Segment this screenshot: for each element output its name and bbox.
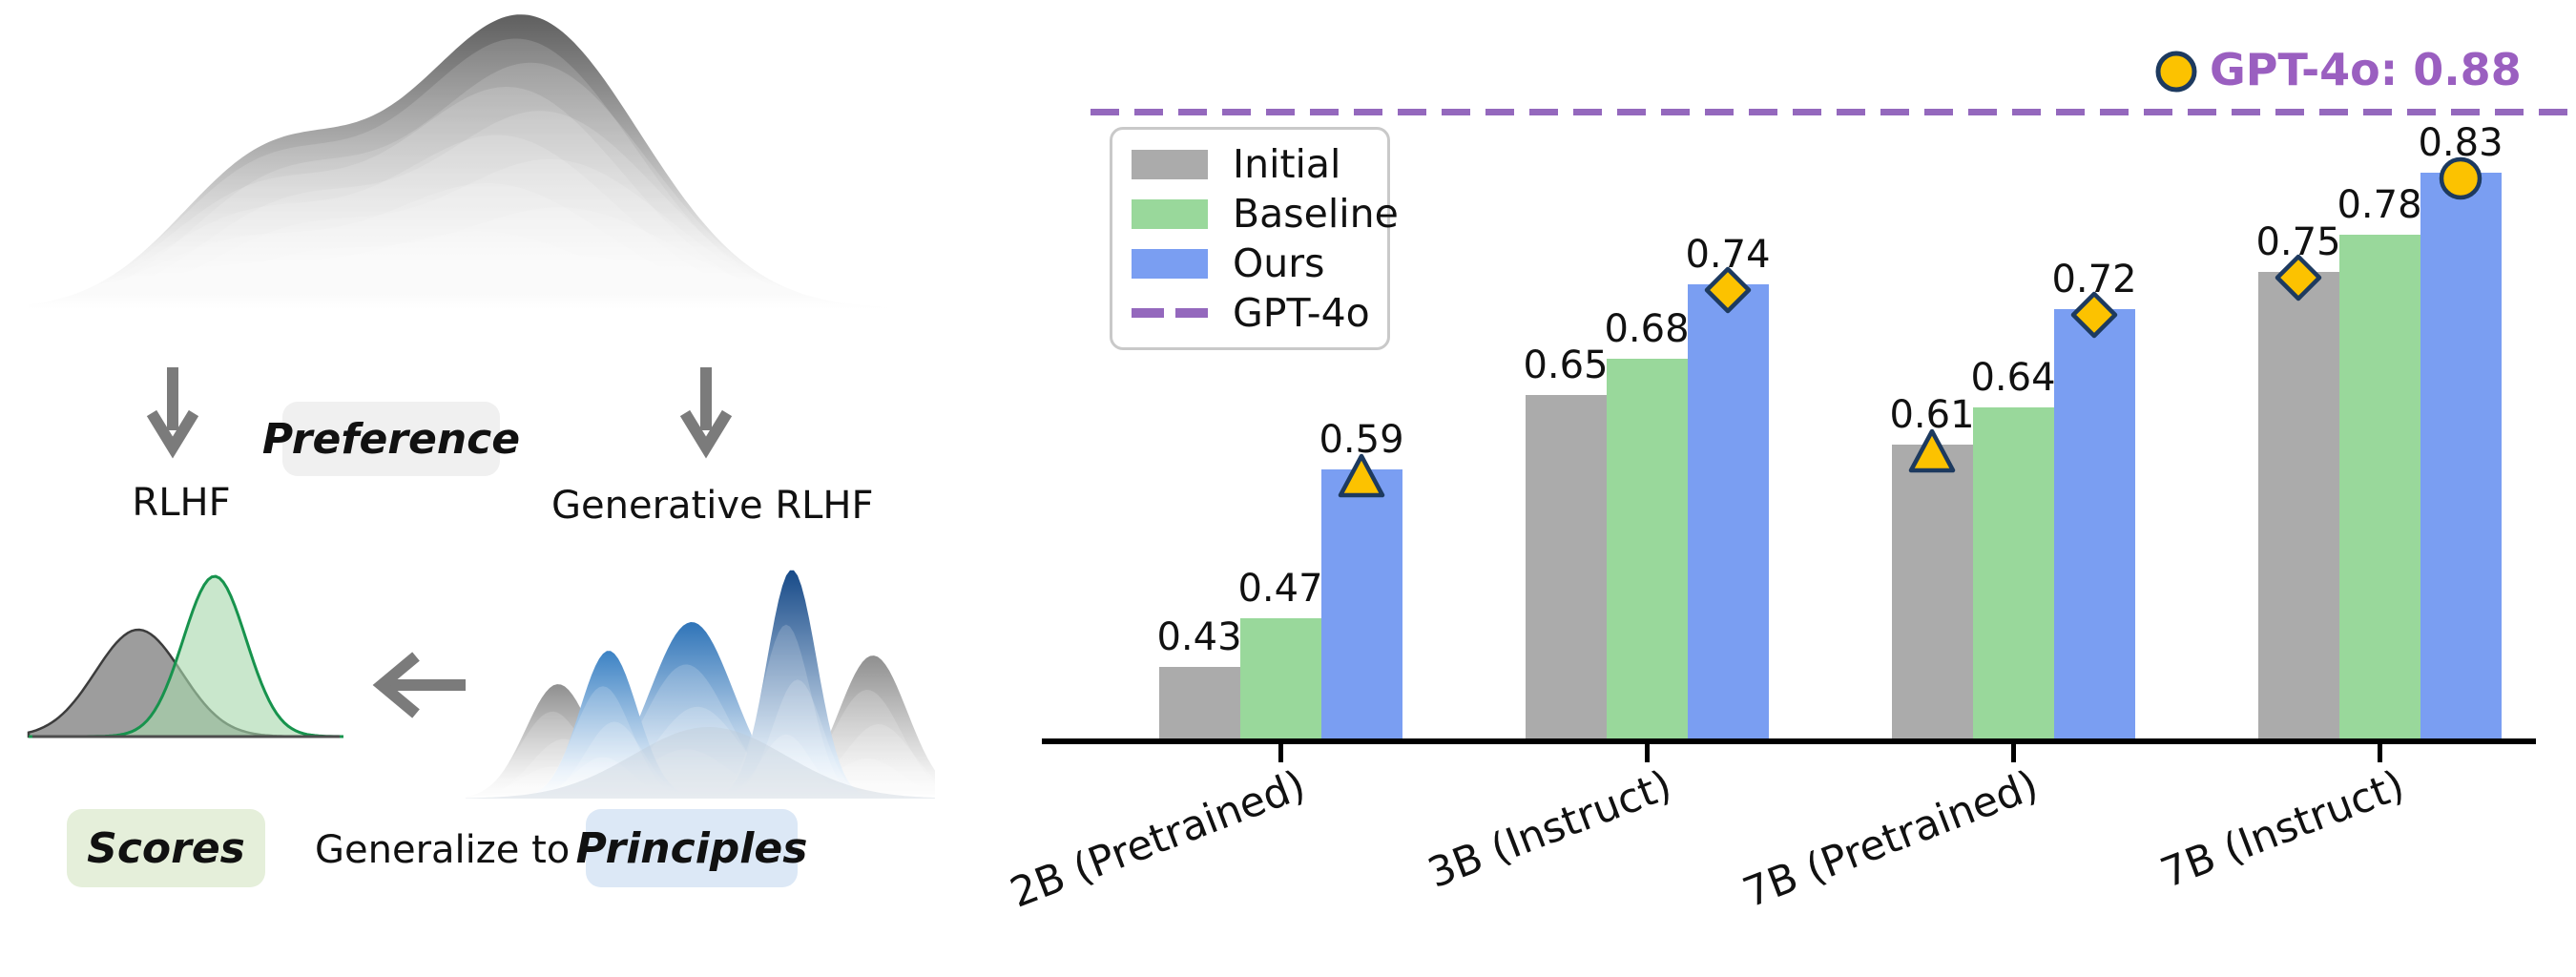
legend-label: Baseline (1233, 191, 1399, 237)
value-label: 0.68 (1604, 307, 1690, 351)
gpt4o-annotation: GPT-4o: 0.88 (2210, 44, 2522, 95)
chart-legend: Initial Baseline Ours GPT-4o (1110, 127, 1399, 350)
down-arrow-icon (146, 367, 199, 459)
principles-label: Principles (575, 823, 808, 873)
bar-baseline-2 (1972, 407, 2054, 741)
bar-ours-0 (1320, 469, 1402, 741)
dash-segment (1132, 308, 1164, 318)
circle-marker-icon (2439, 156, 2483, 200)
bar-chart: 0.43 0.65 0.61 0.75 0.47 0.68 0.64 0.78 0.59 0.74… (1004, 44, 2573, 918)
rlhf-diagram: Preference RLHF Generative RLHF Scores G… (0, 0, 1030, 933)
triangle-marker-icon (1908, 428, 1956, 473)
diamond-marker-icon (1704, 266, 1752, 314)
triangle-marker-icon (1338, 453, 1385, 498)
bar-initial-2 (1891, 445, 1973, 741)
bar-initial-3 (2257, 272, 2339, 741)
bar-ours-1 (1687, 284, 1769, 741)
scores-label: Scores (87, 823, 245, 873)
value-label: 0.47 (1237, 567, 1323, 611)
generative-rlhf-label: Generative RLHF (551, 484, 874, 528)
principles-mountains-art (466, 570, 935, 799)
bar-ours-2 (2053, 309, 2135, 741)
value-label: 0.43 (1156, 615, 1242, 659)
bar-baseline-3 (2338, 235, 2420, 741)
legend-label: Ours (1233, 240, 1325, 286)
x-tick (1278, 744, 1283, 762)
bar-baseline-0 (1239, 618, 1321, 742)
bar-baseline-1 (1606, 359, 1688, 741)
bar-ours-3 (2420, 173, 2502, 741)
legend-label: Initial (1233, 141, 1341, 187)
principles-tag: Principles (576, 809, 807, 887)
legend-item-initial: Initial (1132, 141, 1387, 187)
scores-tag: Scores (67, 809, 265, 887)
down-arrow-icon (679, 367, 733, 459)
left-arrow-icon (372, 652, 466, 718)
gpt4o-reference-line (1091, 109, 2573, 115)
x-axis-line (1042, 738, 2536, 744)
legend-swatch-baseline (1132, 198, 1208, 229)
gpt4o-circle-marker-icon (2155, 51, 2197, 93)
legend-item-gpt-4o: GPT-4o (1132, 290, 1387, 336)
diamond-marker-icon (2070, 291, 2118, 339)
figure-canvas: { "diagram": { "rlhf_label": "RLHF", "ge… (0, 0, 2573, 933)
legend-item-baseline: Baseline (1132, 191, 1399, 237)
bar-initial-1 (1525, 395, 1607, 741)
preference-mountain-art (29, 14, 887, 310)
x-tick (2378, 744, 2382, 762)
legend-label: GPT-4o (1233, 290, 1370, 336)
dash-segment (1175, 308, 1208, 318)
preference-label: Preference (261, 414, 521, 464)
value-label: 0.65 (1523, 343, 1609, 387)
legend-swatch-initial (1132, 149, 1208, 179)
value-label: 0.78 (2337, 183, 2422, 227)
legend-dash-swatch (1132, 308, 1208, 318)
generalize-to-label: Generalize to (315, 828, 571, 872)
preference-tag: Preference (262, 402, 520, 476)
bar-initial-0 (1158, 667, 1240, 741)
legend-swatch-ours (1132, 248, 1208, 279)
score-distributions-art (27, 574, 343, 738)
diamond-marker-icon (2275, 254, 2322, 301)
legend-item-ours: Ours (1132, 240, 1387, 286)
x-tick (1645, 744, 1650, 762)
rlhf-label: RLHF (132, 481, 231, 525)
x-tick (2011, 744, 2016, 762)
value-label: 0.64 (1970, 356, 2056, 400)
